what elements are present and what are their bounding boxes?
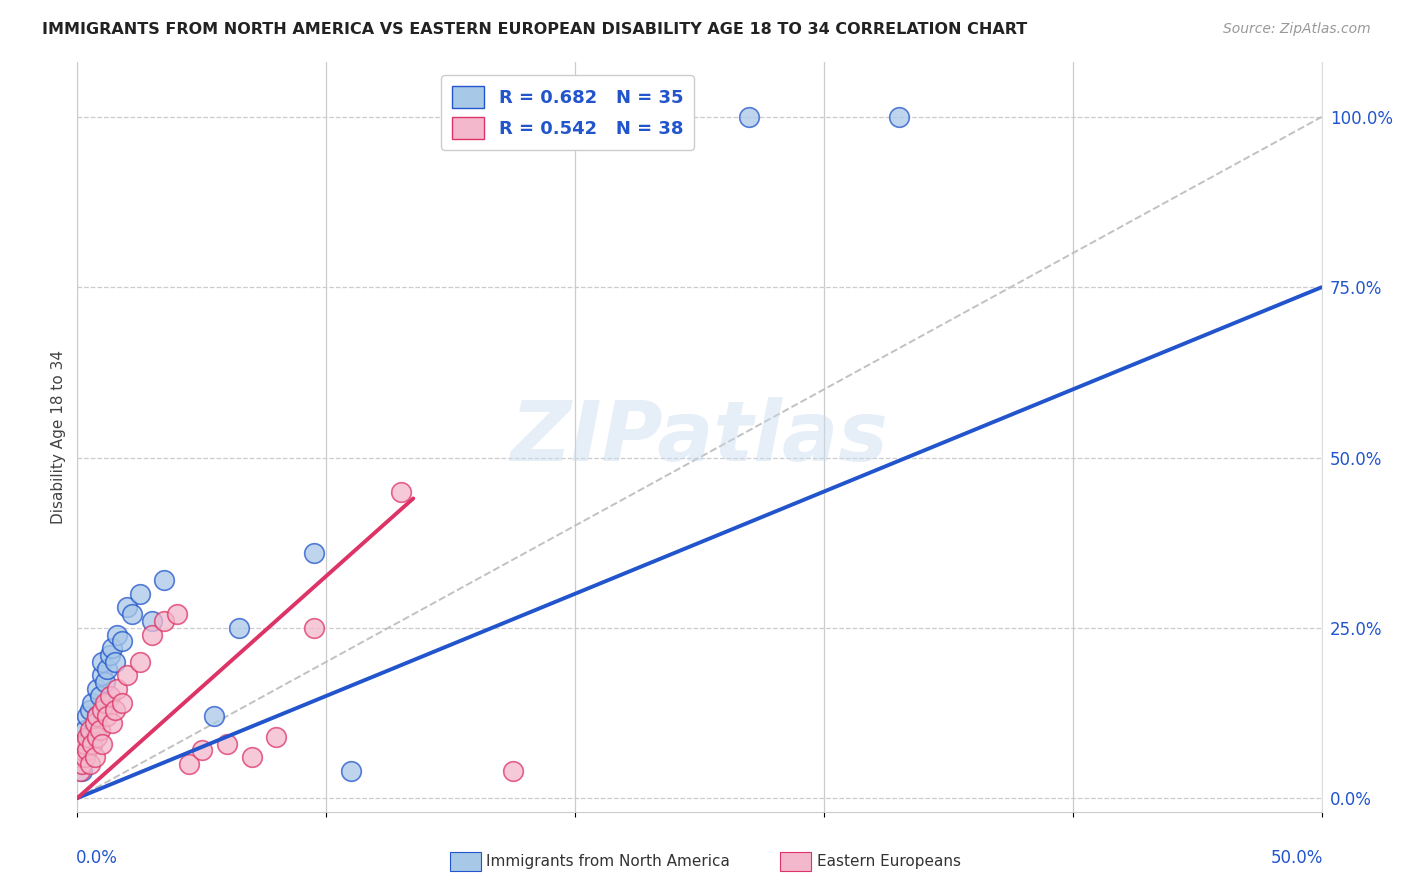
Point: [104, 655, 127, 669]
Point: [69, 764, 91, 778]
Point: [128, 655, 150, 669]
Point: [93, 696, 115, 710]
Point: [96, 709, 118, 723]
Text: 0.0%: 0.0%: [76, 849, 118, 867]
Point: [89, 723, 111, 737]
Point: [86, 682, 108, 697]
Point: [73, 723, 96, 737]
Point: [141, 614, 163, 628]
Point: [738, 110, 761, 124]
Point: [73, 750, 96, 764]
Legend: R = 0.682   N = 35, R = 0.542   N = 38: R = 0.682 N = 35, R = 0.542 N = 38: [441, 75, 695, 150]
Point: [111, 634, 134, 648]
Point: [72, 757, 94, 772]
Point: [153, 614, 176, 628]
Point: [83, 723, 105, 737]
Point: [73, 750, 96, 764]
Point: [93, 675, 115, 690]
Text: ZIPatlas: ZIPatlas: [510, 397, 889, 477]
Text: IMMIGRANTS FROM NORTH AMERICA VS EASTERN EUROPEAN DISABILITY AGE 18 TO 34 CORREL: IMMIGRANTS FROM NORTH AMERICA VS EASTERN…: [42, 22, 1028, 37]
Point: [389, 484, 412, 499]
Point: [502, 764, 524, 778]
Point: [76, 730, 98, 744]
Point: [76, 743, 98, 757]
Text: Eastern Europeans: Eastern Europeans: [817, 855, 960, 869]
Point: [86, 730, 108, 744]
Point: [141, 627, 163, 641]
Point: [340, 764, 363, 778]
Point: [121, 607, 143, 622]
Point: [887, 110, 910, 124]
Point: [83, 716, 105, 731]
Point: [91, 655, 114, 669]
Point: [91, 668, 114, 682]
Point: [96, 662, 118, 676]
Point: [191, 743, 214, 757]
Point: [82, 737, 104, 751]
Point: [91, 737, 114, 751]
Point: [79, 757, 101, 772]
Point: [79, 723, 101, 737]
Point: [86, 709, 108, 723]
Point: [101, 716, 124, 731]
Point: [215, 737, 238, 751]
Point: [82, 737, 104, 751]
Y-axis label: Disability Age 18 to 34: Disability Age 18 to 34: [51, 350, 66, 524]
Point: [69, 757, 91, 772]
Point: [302, 546, 325, 560]
Point: [98, 689, 121, 703]
Point: [72, 737, 94, 751]
Point: [302, 621, 325, 635]
Point: [72, 764, 94, 778]
Point: [98, 648, 121, 662]
Text: 50.0%: 50.0%: [1271, 849, 1323, 867]
Point: [240, 750, 263, 764]
Point: [86, 709, 108, 723]
Point: [83, 750, 105, 764]
Point: [82, 696, 104, 710]
Point: [79, 702, 101, 716]
Point: [153, 573, 176, 587]
Point: [69, 750, 91, 764]
Point: [115, 600, 138, 615]
Point: [101, 641, 124, 656]
Point: [105, 627, 128, 641]
Point: [228, 621, 250, 635]
Point: [91, 702, 114, 716]
Point: [266, 730, 288, 744]
Point: [166, 607, 188, 622]
Point: [104, 702, 127, 716]
Point: [111, 696, 134, 710]
Point: [79, 730, 101, 744]
Point: [105, 682, 128, 697]
Point: [72, 743, 94, 757]
Text: Source: ZipAtlas.com: Source: ZipAtlas.com: [1223, 22, 1371, 37]
Point: [73, 737, 96, 751]
Text: Immigrants from North America: Immigrants from North America: [486, 855, 730, 869]
Point: [89, 689, 111, 703]
Point: [128, 587, 150, 601]
Point: [115, 668, 138, 682]
Point: [179, 757, 201, 772]
Point: [202, 709, 225, 723]
Point: [76, 709, 98, 723]
Point: [76, 743, 98, 757]
